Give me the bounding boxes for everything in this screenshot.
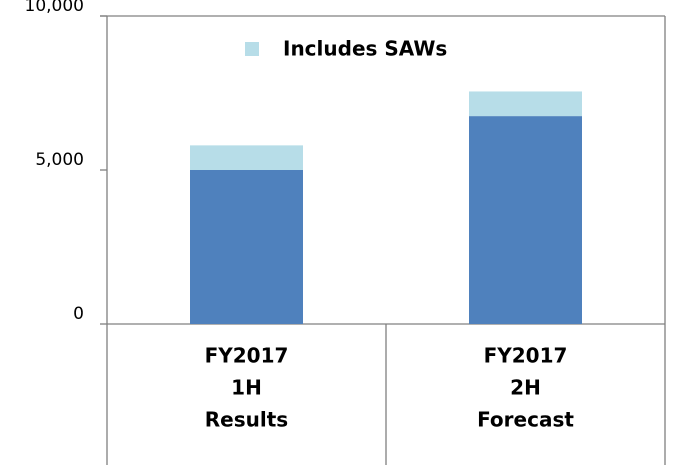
- bar-segment: [469, 91, 582, 117]
- bar-segment: [190, 170, 303, 324]
- bar-segment: [190, 145, 303, 170]
- x-tick-label: FY2017: [484, 344, 568, 368]
- legend-label: Includes SAWs: [283, 37, 447, 61]
- x-tick-label: FY2017: [205, 344, 289, 368]
- x-tick-label: Results: [205, 408, 288, 432]
- bar-segment: [469, 116, 582, 324]
- y-tick-label: 10,000: [25, 0, 84, 16]
- x-tick-label: 2H: [510, 376, 541, 400]
- x-tick-label: 1H: [231, 376, 262, 400]
- y-tick-label: 0: [73, 304, 84, 324]
- x-tick-label: Forecast: [477, 408, 574, 432]
- y-tick-label: 5,000: [35, 150, 84, 170]
- legend-swatch: [245, 42, 259, 56]
